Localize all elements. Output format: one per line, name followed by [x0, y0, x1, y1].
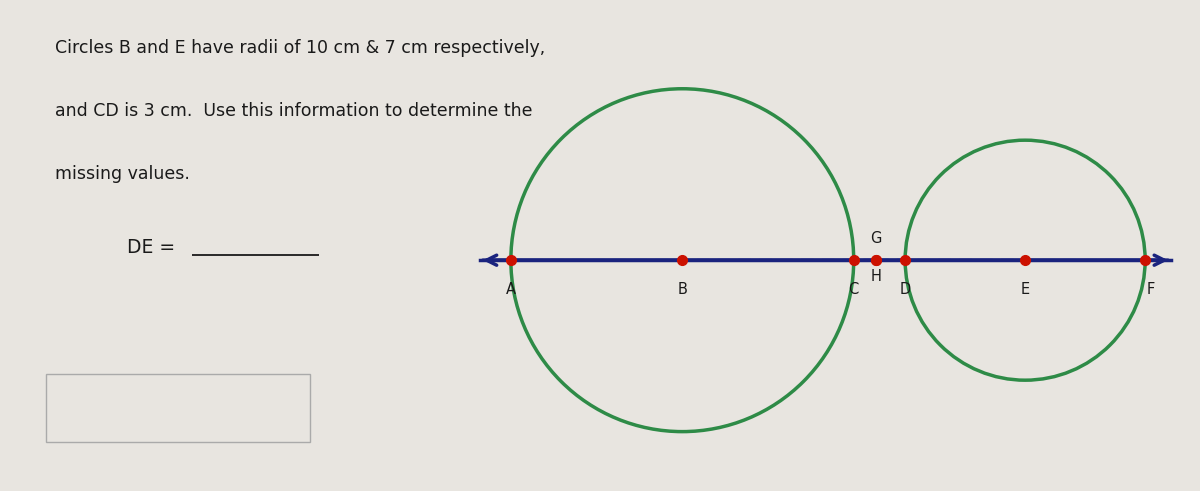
Text: A: A: [506, 282, 516, 298]
Text: missing values.: missing values.: [55, 165, 190, 183]
Text: Circles B and E have radii of 10 cm & 7 cm respectively,: Circles B and E have radii of 10 cm & 7 …: [55, 39, 546, 57]
FancyBboxPatch shape: [46, 374, 310, 442]
Text: DE =: DE =: [127, 238, 175, 257]
Text: F: F: [1147, 282, 1156, 298]
Text: D: D: [900, 282, 911, 298]
Text: H: H: [870, 269, 881, 284]
Text: G: G: [870, 231, 881, 246]
Text: and CD is 3 cm.  Use this information to determine the: and CD is 3 cm. Use this information to …: [55, 102, 533, 120]
Text: B: B: [677, 282, 688, 298]
Text: C: C: [848, 282, 859, 298]
Text: E: E: [1020, 282, 1030, 298]
